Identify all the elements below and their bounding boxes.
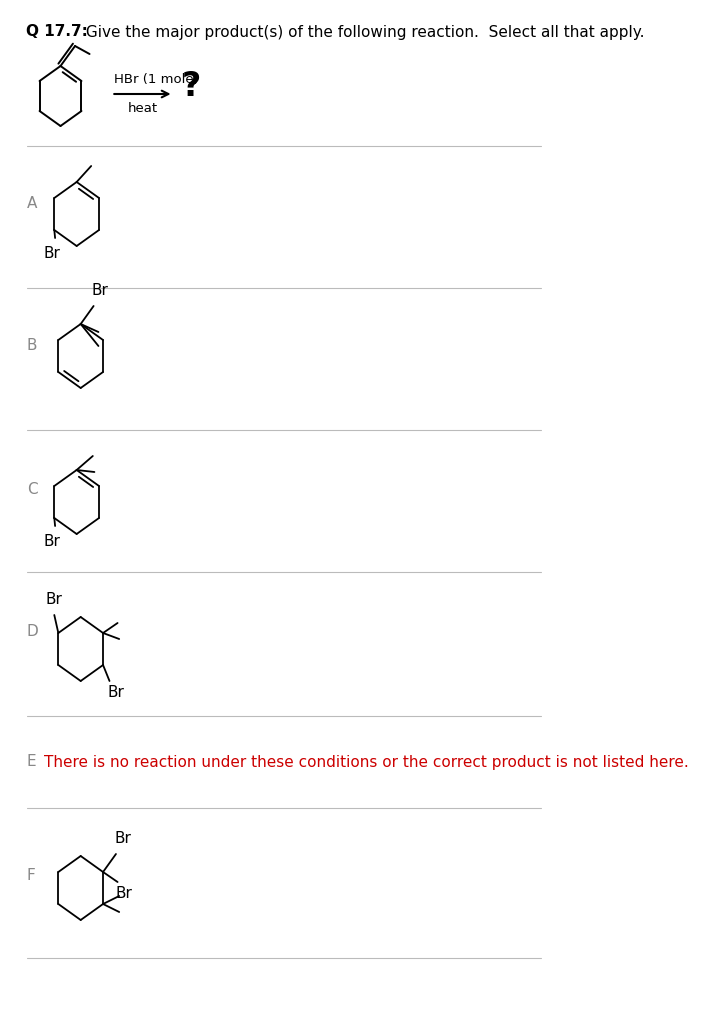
Text: Br: Br — [114, 831, 131, 846]
Text: HBr (1 mole): HBr (1 mole) — [114, 73, 199, 85]
Text: F: F — [27, 868, 36, 884]
Text: A: A — [27, 197, 37, 212]
Text: Br: Br — [116, 886, 133, 901]
Text: Q 17.7:: Q 17.7: — [26, 25, 88, 40]
Text: D: D — [27, 625, 38, 640]
Text: E: E — [27, 755, 36, 769]
Text: C: C — [27, 481, 37, 497]
Text: Br: Br — [92, 283, 109, 298]
Text: Br: Br — [46, 592, 62, 607]
Text: B: B — [27, 339, 37, 353]
Text: There is no reaction under these conditions or the correct product is not listed: There is no reaction under these conditi… — [45, 755, 689, 769]
Text: Br: Br — [43, 534, 60, 549]
Text: ?: ? — [182, 70, 201, 102]
Text: Give the major product(s) of the following reaction.  Select all that apply.: Give the major product(s) of the followi… — [81, 25, 644, 40]
Text: Br: Br — [108, 685, 125, 700]
Text: Br: Br — [43, 246, 60, 261]
Text: heat: heat — [128, 101, 158, 115]
